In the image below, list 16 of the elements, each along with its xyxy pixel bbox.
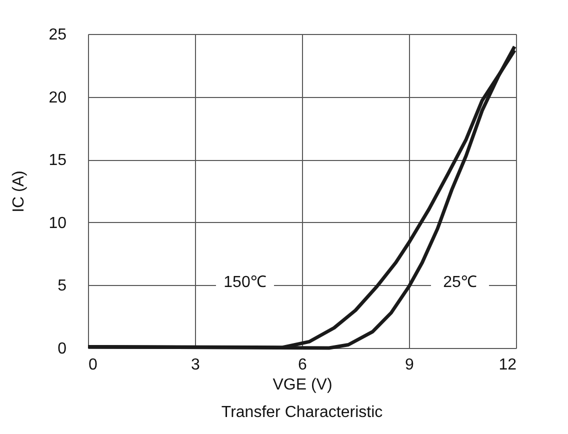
x-tick-label: 3	[191, 356, 200, 374]
text: Transfer Characteristic	[221, 404, 383, 421]
y-axis-title: IC (A)	[10, 170, 28, 212]
x-tick-label: 9	[405, 356, 414, 374]
y-tick-label: 10	[48, 214, 67, 232]
annotation: 25℃	[443, 274, 477, 291]
annotation: 150℃	[224, 274, 266, 291]
y-tick-label: 5	[58, 278, 67, 295]
y-tick-label: 15	[48, 152, 67, 170]
y-tick-label: 20	[48, 89, 67, 106]
x-axis-title: VGE (V)	[272, 376, 332, 394]
x-tick-label: 12	[498, 356, 517, 374]
y-tick-label: 25	[48, 26, 67, 44]
y-tick-label: 0	[58, 340, 67, 358]
x-tick-label: 0	[88, 356, 98, 374]
x-tick-label: 6	[298, 356, 308, 374]
